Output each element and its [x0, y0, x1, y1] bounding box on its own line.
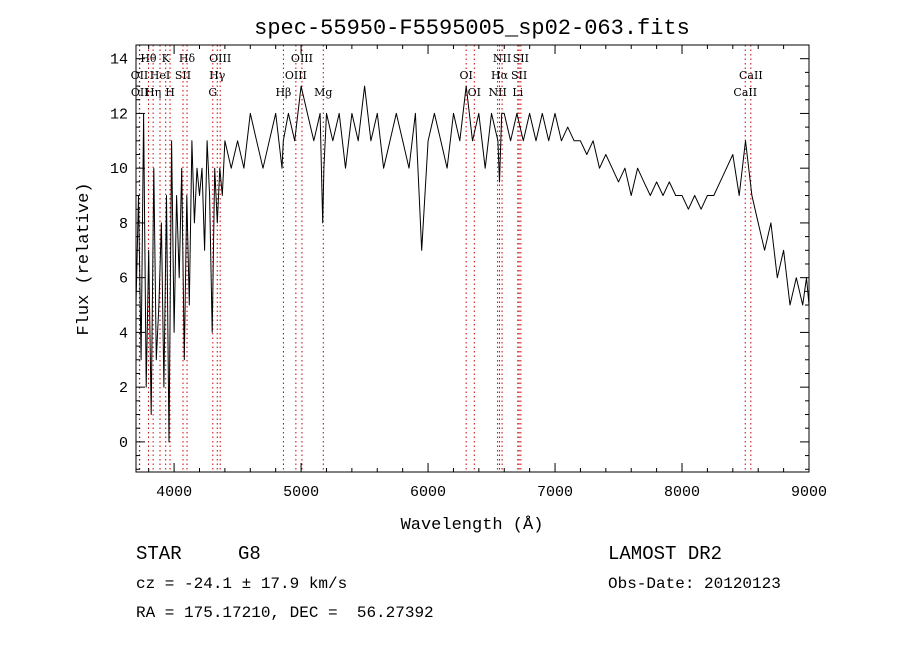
line-label-7: OII [131, 69, 149, 82]
x-axis-label: Wavelength (Å) [401, 516, 544, 535]
x-tick-label-5000: 5000 [283, 484, 319, 501]
line-label-22: OI [468, 86, 481, 99]
line-label-2: Hδ [179, 52, 196, 65]
y-tick-label-14: 14 [110, 52, 128, 69]
y-tick-label-2: 2 [119, 380, 128, 397]
line-label-23: NII [488, 86, 506, 99]
y-tick-label-0: 0 [119, 435, 128, 452]
line-label-3: OIII [209, 52, 231, 65]
line-label-0: Hθ [140, 52, 157, 65]
survey-name: LAMOST DR2 [608, 543, 723, 565]
line-label-21: Mg [314, 86, 332, 99]
line-label-10: Hγ [209, 69, 226, 82]
sky-coordinates: RA = 175.17210, DEC = 56.27392 [136, 604, 434, 622]
spectrum-series [135, 85, 810, 443]
line-label-17: Hη [145, 86, 161, 99]
line-label-20: Hβ [275, 86, 291, 99]
y-tick-label-4: 4 [119, 325, 128, 342]
object-subclass: G8 [238, 543, 261, 565]
line-label-15: CaII [739, 69, 763, 82]
y-tick-label-10: 10 [110, 161, 128, 178]
line-label-13: Hα [491, 69, 509, 82]
y-axis: 0 2 4 6 8 10 12 14 [110, 44, 809, 470]
x-tick-label-4000: 4000 [156, 484, 192, 501]
line-label-19: G [208, 86, 217, 99]
spectrum-line-0 [135, 85, 810, 443]
line-label-24: Li [512, 86, 523, 99]
x-tick-label-9000: 9000 [791, 484, 827, 501]
chart-title: spec-55950-F5595005_sp02-063.fits [254, 16, 690, 41]
y-tick-label-12: 12 [110, 106, 128, 123]
observation-date: Obs-Date: 20120123 [608, 575, 781, 593]
x-tick-label-7000: 7000 [537, 484, 573, 501]
object-class: STAR [136, 543, 182, 565]
redshift-velocity: cz = -24.1 ± 17.9 km/s [136, 575, 348, 593]
plot-frame [135, 44, 810, 473]
line-label-25: CaII [733, 86, 757, 99]
line-label-4: OIII [291, 52, 313, 65]
line-label-5: NII [493, 52, 511, 65]
y-axis-label: Flux (relative) [75, 182, 94, 335]
y-tick-label-8: 8 [119, 216, 128, 233]
line-label-6: SII [513, 52, 529, 65]
line-label-14: SII [511, 69, 527, 82]
line-label-8: HeI [150, 69, 170, 82]
spectral-line-markers [138, 45, 752, 472]
line-label-12: OI [459, 69, 472, 82]
line-label-16: OII [131, 86, 149, 99]
line-label-1: K [162, 52, 171, 65]
line-label-11: OIII [285, 69, 307, 82]
y-tick-label-6: 6 [119, 271, 128, 288]
x-tick-label-8000: 8000 [664, 484, 700, 501]
line-label-9: SII [175, 69, 191, 82]
line-label-18: H [165, 86, 175, 99]
x-axis: 4000 5000 6000 7000 8000 9000 [148, 45, 827, 501]
x-tick-label-6000: 6000 [410, 484, 446, 501]
